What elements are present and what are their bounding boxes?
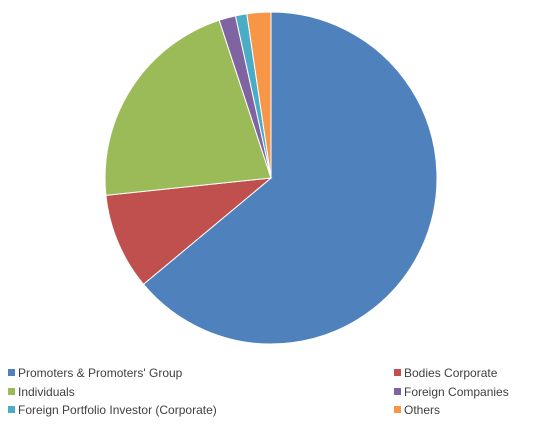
legend-label-bodies-corporate: Bodies Corporate — [404, 366, 498, 380]
legend-label-foreign-companies: Foreign Companies — [404, 385, 509, 399]
legend-swatch-promoters-promoters-group — [8, 369, 15, 376]
legend-swatch-others — [394, 406, 401, 413]
legend-label-others: Others — [404, 403, 440, 417]
legend-label-individuals: Individuals — [18, 385, 75, 399]
pie-slice-bodies-corporate — [105, 177, 273, 286]
pie-slice-others — [246, 11, 272, 179]
legend-label-promoters-promoters-group: Promoters & Promoters' Group — [18, 366, 183, 380]
legend-label-foreign-portfolio-investor-corporate: Foreign Portfolio Investor (Corporate) — [18, 403, 217, 417]
legend-swatch-individuals — [8, 388, 15, 395]
pie-slice-promoters-promoters-group — [142, 11, 438, 345]
legend-swatch-bodies-corporate — [394, 369, 401, 376]
legend-swatch-foreign-companies — [394, 388, 401, 395]
pie-slices — [104, 11, 438, 345]
legend-swatch-foreign-portfolio-investor-corporate — [8, 406, 15, 413]
pie-slice-individuals — [104, 19, 272, 196]
legend: Promoters & Promoters' Group Individuals F… — [8, 366, 509, 417]
